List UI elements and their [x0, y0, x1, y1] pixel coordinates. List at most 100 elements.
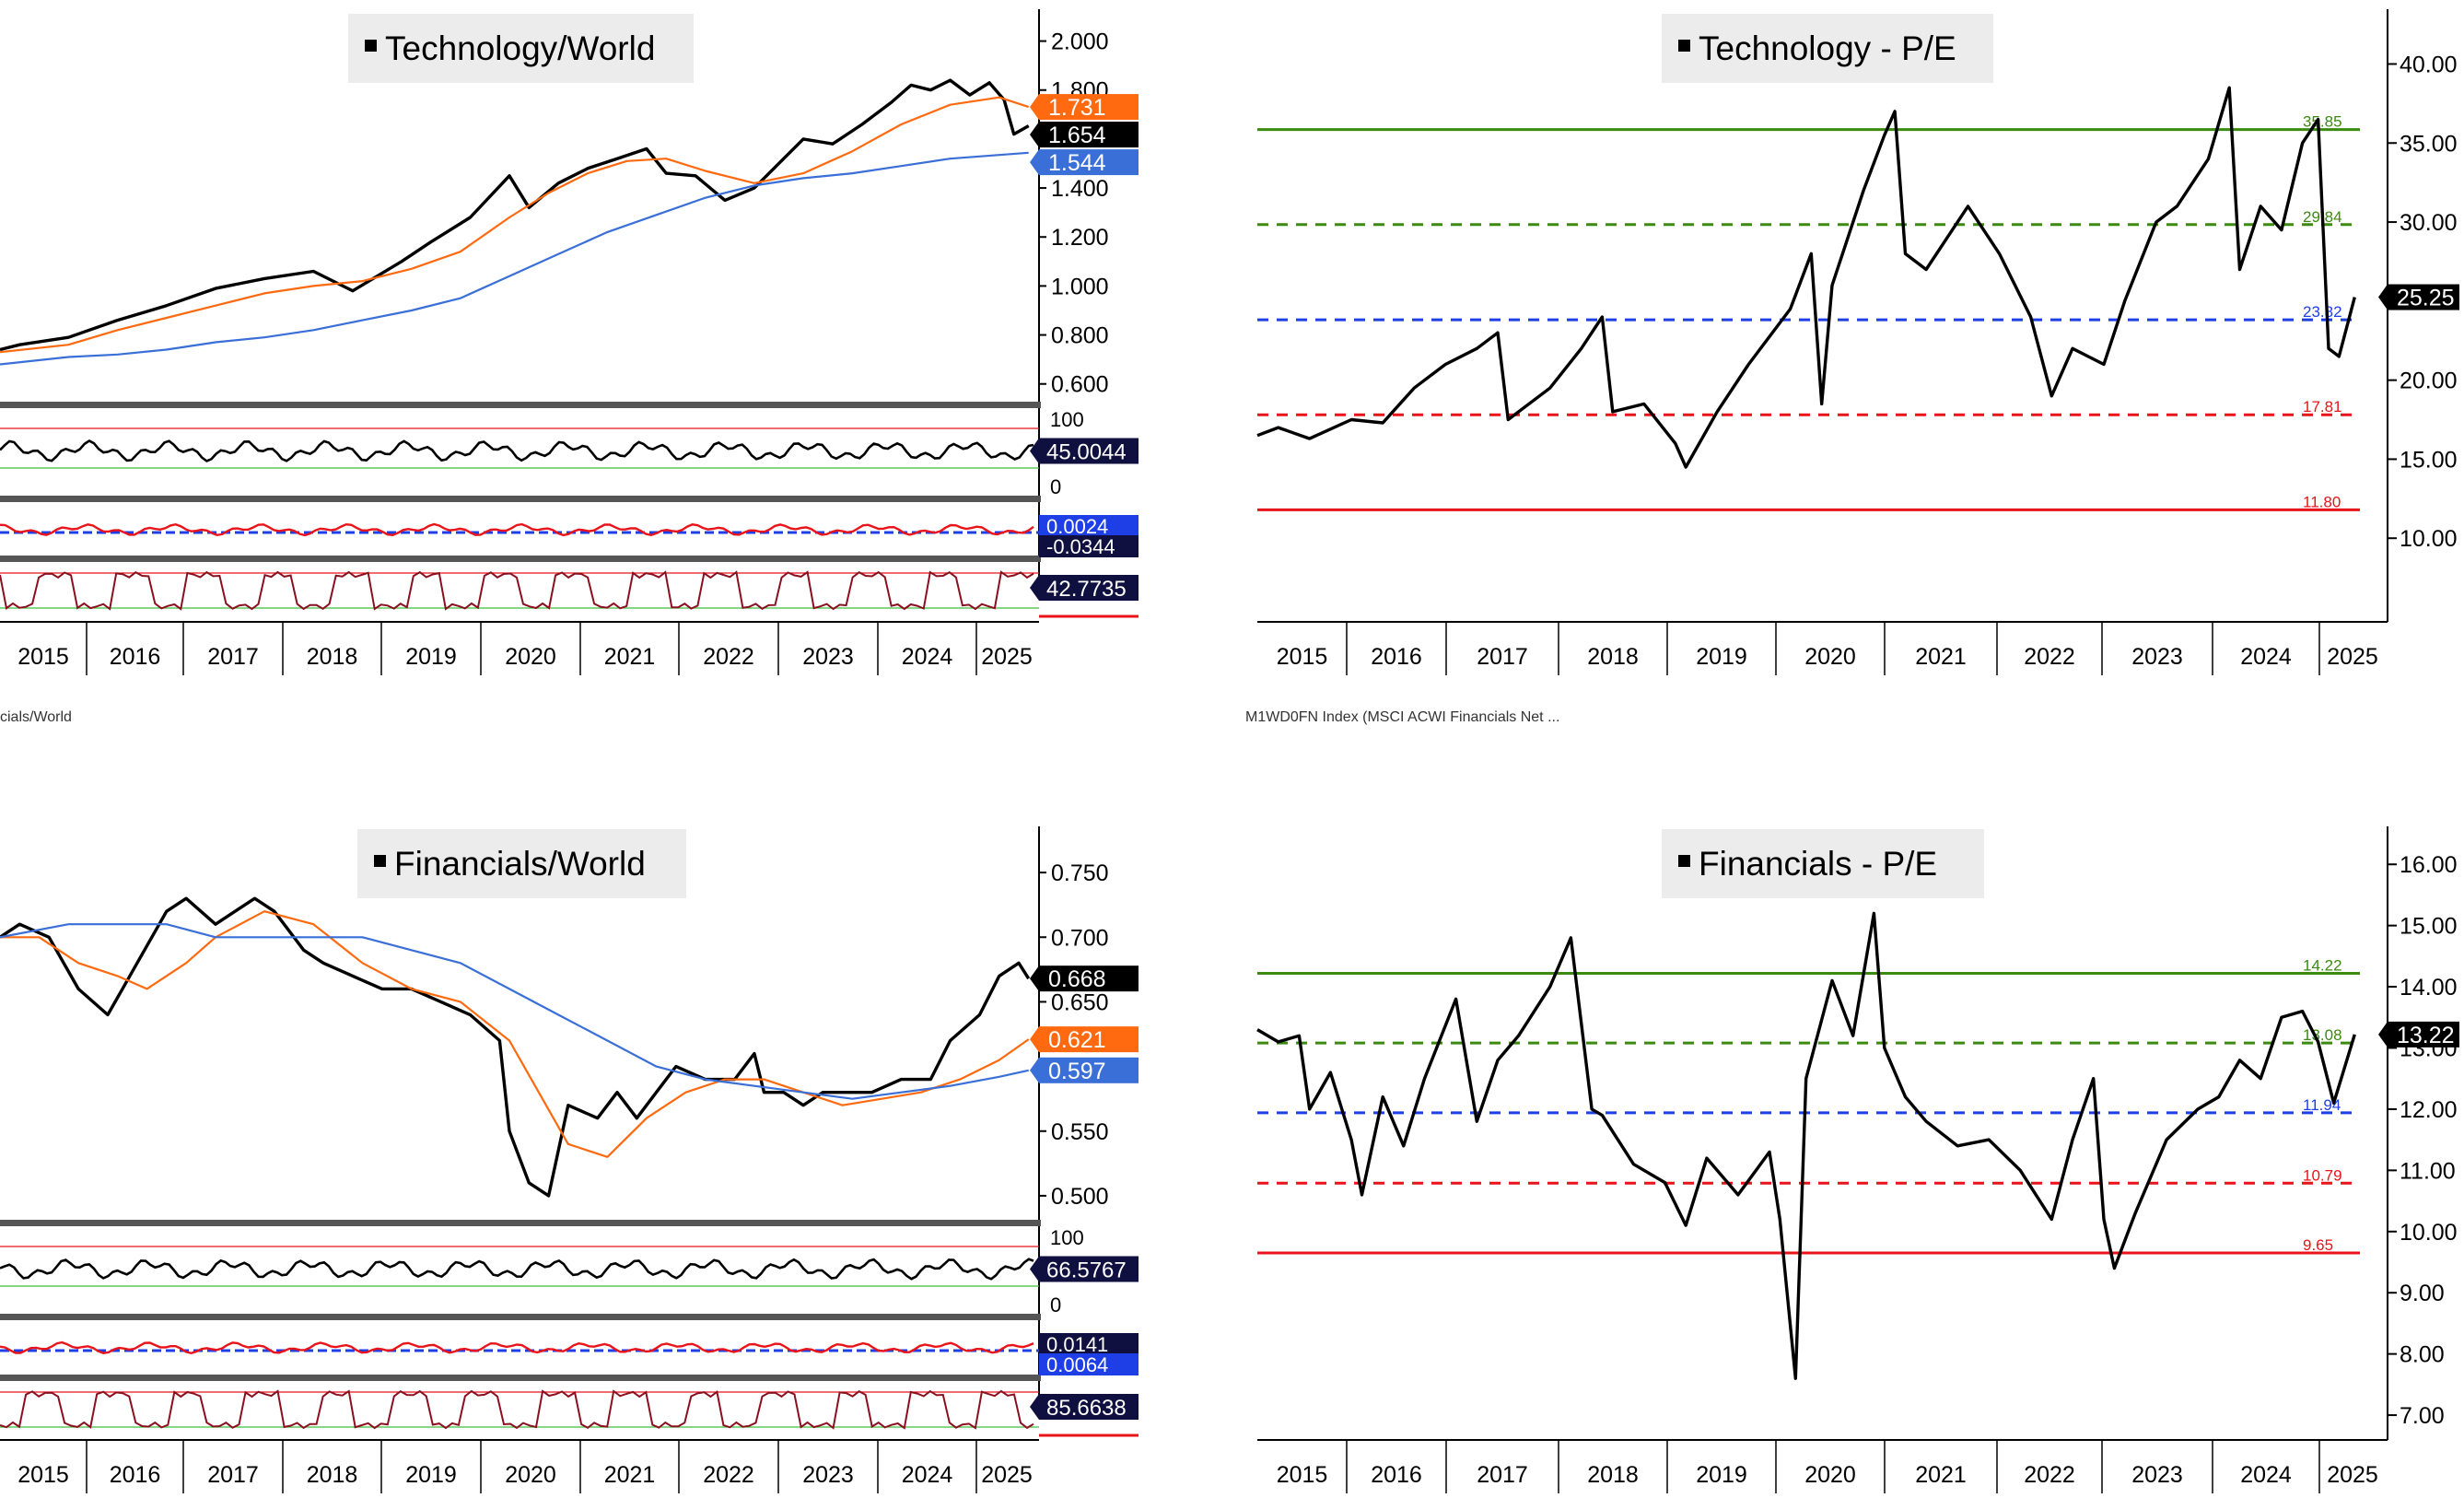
stoch-value-label: 42.7735 [1046, 577, 1127, 602]
y-tick-label: 40.00 [2400, 52, 2458, 77]
x-tick-label: 2018 [307, 644, 358, 670]
last-value-tag [1039, 149, 1139, 176]
series-line-0 [0, 78, 1030, 352]
panel-separator [0, 1220, 1041, 1226]
chart-title-box [357, 829, 686, 898]
series-line-0 [1256, 86, 2356, 469]
macd-value-tag [1039, 1353, 1139, 1375]
x-tick-label: 2016 [110, 644, 161, 670]
stoch-value-tag [1039, 575, 1139, 601]
series-line-2 [0, 151, 1029, 366]
chart-title-box [348, 14, 694, 83]
y-tick-label: 30.00 [2400, 210, 2458, 236]
y-tick-label: 0.500 [1051, 1184, 1109, 1210]
last-value-tag-arrow [1030, 149, 1039, 176]
x-tick-label: 2025 [981, 1462, 1033, 1488]
x-tick-label: 2017 [1477, 644, 1528, 670]
last-value-tag-arrow [2378, 284, 2388, 310]
macd-value-label: 0.0024 [1046, 515, 1108, 538]
macd-value-tag [1039, 515, 1139, 537]
rsi-line [0, 439, 1034, 462]
x-tick-label: 2025 [2327, 644, 2378, 670]
y-tick-label: 9.00 [2400, 1281, 2445, 1306]
panel-separator [0, 1375, 1041, 1381]
rsi-value-label: 45.0044 [1046, 440, 1127, 465]
stoch-line [0, 1389, 1034, 1430]
x-tick-label: 2024 [902, 644, 953, 670]
last-value-tag [2388, 1021, 2459, 1047]
chart-tech_pe: 35.8529.8423.8217.8111.8040.0035.0030.00… [1256, 9, 2459, 675]
y-tick-label: 14.00 [2400, 975, 2458, 1001]
reference-line-label-3: 17.81 [2303, 398, 2342, 415]
source-label-left: cials/World [0, 709, 72, 725]
x-tick-label: 2024 [2240, 1462, 2292, 1488]
legend-swatch [1678, 855, 1690, 867]
y-tick-label: 35.00 [2400, 131, 2458, 157]
y-tick-label: 10.00 [2400, 526, 2458, 552]
x-tick-label: 2018 [1587, 644, 1639, 670]
x-tick-label: 2023 [2131, 1462, 2183, 1488]
stoch-line [0, 570, 1034, 611]
last-value-label: 1.731 [1048, 95, 1106, 121]
x-tick-label: 2017 [1477, 1462, 1528, 1488]
y-tick-label: 7.00 [2400, 1403, 2445, 1429]
y-tick-label: 12.00 [2400, 1097, 2458, 1123]
x-tick-label: 2016 [1371, 1462, 1422, 1488]
macd-value-label: 0.0064 [1046, 1353, 1108, 1376]
last-value-label: 1.654 [1048, 123, 1106, 148]
chart-title: Technology - P/E [1699, 29, 1956, 67]
chart-tech_world: 2.0001.8001.6001.4001.2001.0000.8000.600… [0, 9, 1139, 675]
x-tick-label: 2015 [18, 644, 69, 670]
legend-swatch [365, 40, 377, 52]
panel-separator [0, 556, 1041, 562]
x-tick-label: 2016 [110, 1462, 161, 1488]
x-tick-label: 2023 [802, 644, 854, 670]
reference-line-label-0: 14.22 [2303, 956, 2342, 974]
x-tick-label: 2020 [505, 644, 556, 670]
legend-swatch [1678, 40, 1690, 52]
macd-value-label: 0.0141 [1046, 1333, 1108, 1356]
y-tick-label: 15.00 [2400, 914, 2458, 940]
y-tick-label: 1.000 [1051, 274, 1109, 299]
x-tick-label: 2023 [802, 1462, 854, 1488]
rsi-value-tag [1039, 1256, 1139, 1282]
rsi-line [0, 1258, 1034, 1281]
x-tick-label: 2018 [1587, 1462, 1639, 1488]
x-tick-label: 2021 [604, 1462, 656, 1488]
y-tick-label: 0.650 [1051, 989, 1109, 1015]
series-line-1 [0, 96, 1030, 354]
x-tick-label: 2022 [703, 644, 754, 670]
x-tick-label: 2021 [604, 644, 656, 670]
last-value-label: 0.668 [1048, 966, 1106, 992]
panel-separator [0, 402, 1041, 408]
last-value-tag-arrow [1030, 1057, 1039, 1083]
y-tick-label: 0.750 [1051, 860, 1109, 886]
x-tick-label: 2020 [505, 1462, 556, 1488]
stoch-value-tag-arrow [1030, 1394, 1039, 1420]
y-tick-label: 20.00 [2400, 369, 2458, 394]
last-value-label: 13.22 [2397, 1023, 2455, 1048]
series-line-0 [0, 896, 1031, 1198]
x-tick-label: 2015 [18, 1462, 69, 1488]
y-tick-label: 15.00 [2400, 447, 2458, 473]
x-tick-label: 2022 [2024, 644, 2075, 670]
chart-title: Financials/World [394, 845, 646, 883]
rsi-tick-label: 100 [1050, 408, 1084, 431]
x-tick-label: 2022 [2024, 1462, 2075, 1488]
series-line-0 [1256, 911, 2356, 1380]
last-value-tag-arrow [1030, 966, 1039, 992]
stoch-value-tag [1039, 1394, 1139, 1420]
reference-line-label-3: 10.79 [2303, 1166, 2342, 1184]
x-tick-label: 2024 [2240, 644, 2292, 670]
y-tick-label: 0.550 [1051, 1119, 1109, 1145]
y-tick-label: 0.800 [1051, 323, 1109, 349]
x-tick-label: 2015 [1277, 1462, 1328, 1488]
reference-line-label-4: 9.65 [2303, 1236, 2333, 1254]
macd-value-tag [1039, 1333, 1139, 1355]
last-value-label: 0.621 [1048, 1027, 1106, 1053]
macd-value-label: -0.0344 [1046, 535, 1115, 558]
rsi-value-tag-arrow [1030, 1256, 1039, 1282]
chart-title-box [1662, 14, 1993, 83]
last-value-label: 1.544 [1048, 150, 1106, 176]
